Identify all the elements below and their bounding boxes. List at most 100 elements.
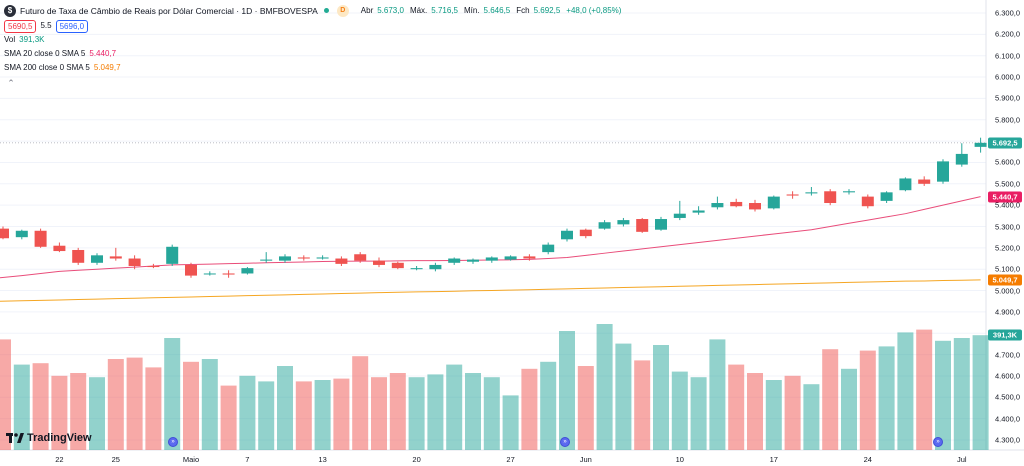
market-open-icon — [323, 8, 329, 13]
volume-bar — [51, 375, 68, 450]
sma20-line — [0, 196, 981, 279]
candle-body — [91, 255, 103, 263]
volume-bar — [333, 378, 350, 450]
candle-body — [279, 256, 291, 261]
volume-bar — [897, 332, 914, 450]
candle-body — [485, 257, 498, 261]
candle-body — [730, 201, 743, 207]
candle-body — [974, 142, 987, 147]
ohlc-high-label: Máx. — [409, 5, 428, 15]
volume-bar — [540, 361, 557, 450]
candle-body — [109, 256, 122, 259]
candle-body — [448, 258, 461, 263]
volume-bar — [483, 377, 500, 450]
volume-bar — [0, 339, 11, 450]
candle-body — [72, 249, 85, 263]
time-tick-label: 13 — [318, 455, 327, 464]
volume-bar — [446, 364, 463, 450]
volume-bar — [126, 357, 143, 450]
sma200-line — [0, 279, 981, 302]
candle-body — [373, 260, 385, 265]
volume-bar — [953, 338, 970, 450]
candle-body — [147, 265, 160, 268]
buy-button[interactable]: 5696,0 — [55, 19, 89, 33]
ohlc-high-value: 5.716,5 — [431, 5, 458, 15]
ohlc-open-label: Abr — [360, 5, 374, 15]
volume-bar — [935, 340, 951, 450]
price-tick-label: 5.500,0 — [994, 179, 1020, 189]
volume-bar — [32, 363, 49, 450]
tradingview-logo[interactable]: TradingView — [6, 432, 92, 444]
price-tick-label: 4.600,0 — [994, 371, 1020, 381]
volume-bar — [371, 377, 387, 450]
candle-body — [636, 219, 649, 232]
candle-body — [260, 259, 273, 261]
volume-bar — [107, 359, 124, 450]
indicator-sma20[interactable]: SMA 20 close 0 SMA 5 5.440,7 — [4, 47, 623, 61]
tradingview-logo-text: TradingView — [27, 432, 92, 444]
event-icon[interactable]: » — [168, 437, 178, 447]
sell-button[interactable]: 5690,5 — [4, 19, 37, 33]
candle-body — [391, 262, 404, 269]
price-tick-label: 6.000,0 — [994, 72, 1020, 82]
candle-body — [692, 210, 705, 213]
event-icon[interactable]: » — [933, 437, 943, 447]
price-tick-label: 5.600,0 — [994, 157, 1020, 167]
price-tick-label: 4.500,0 — [994, 392, 1020, 402]
volume-bar — [596, 324, 613, 450]
volume-bar — [803, 384, 820, 450]
volume-bar — [164, 338, 181, 450]
volume-bar — [972, 335, 989, 450]
price-tick-label: 4.300,0 — [994, 435, 1020, 445]
volume-bar — [521, 368, 538, 450]
indicator-sma200[interactable]: SMA 200 close 0 SMA 5 5.049,7 — [4, 61, 623, 75]
volume-bar — [653, 345, 669, 450]
ohlc-open-value: 5.673,0 — [377, 5, 404, 15]
data-delay-icon[interactable]: D — [336, 4, 349, 17]
volume-bar — [690, 377, 707, 450]
price-tick-label: 5.800,0 — [994, 115, 1020, 125]
time-axis[interactable]: 22 25 Maio 7 13 20 27 Jun 10 17 24 Jul — [0, 450, 986, 466]
candle-body — [786, 194, 799, 196]
volume-bar — [201, 359, 218, 450]
time-tick-label: 20 — [412, 455, 421, 464]
volume-bar — [427, 374, 444, 450]
symbol-title[interactable]: Futuro de Taxa de Câmbio de Reais por Dó… — [20, 5, 318, 16]
candle-body — [354, 254, 367, 261]
volume-tag: 391,3K — [988, 329, 1022, 341]
event-icon[interactable]: » — [560, 437, 570, 447]
volume-bar — [277, 366, 293, 450]
volume-bar — [408, 377, 425, 450]
indicator-vol-name: Vol — [4, 35, 16, 44]
volume-bar — [634, 360, 651, 450]
price-scale[interactable]: 6.300,0 6.200,0 6.100,0 6.000,0 5.900,0 5.800… — [986, 0, 1024, 445]
indicator-sma200-value: 5.049,7 — [93, 63, 121, 72]
price-tick-label: 5.200,0 — [994, 243, 1020, 253]
time-tick-label: 10 — [675, 455, 684, 464]
candle-body — [937, 161, 949, 182]
volume-bar — [502, 395, 519, 450]
candle-body — [53, 245, 66, 252]
volume-bar — [258, 381, 275, 450]
volume-bar — [220, 385, 237, 450]
time-tick-label: Jul — [957, 455, 967, 464]
candle-body — [34, 230, 47, 247]
tradingview-logo-icon — [6, 433, 24, 443]
volume-bar — [878, 346, 895, 450]
price-tick-label: 6.300,0 — [994, 8, 1020, 18]
candle-body — [617, 220, 630, 225]
indicator-vol[interactable]: Vol 391,3K — [4, 33, 623, 47]
volume-bar — [89, 377, 105, 450]
time-tick-label: 7 — [245, 455, 250, 464]
candle-body — [955, 153, 968, 165]
price-tick-label: 5.900,0 — [994, 93, 1020, 103]
price-tick-label: 4.400,0 — [994, 414, 1020, 424]
candle-body — [880, 192, 893, 201]
candle-body — [655, 219, 667, 230]
candle-body — [185, 264, 197, 276]
collapse-legend-icon[interactable]: ⌃ — [7, 78, 15, 88]
volume-bar — [841, 368, 857, 450]
symbol-row[interactable]: $ Futuro de Taxa de Câmbio de Reais por … — [4, 3, 623, 18]
